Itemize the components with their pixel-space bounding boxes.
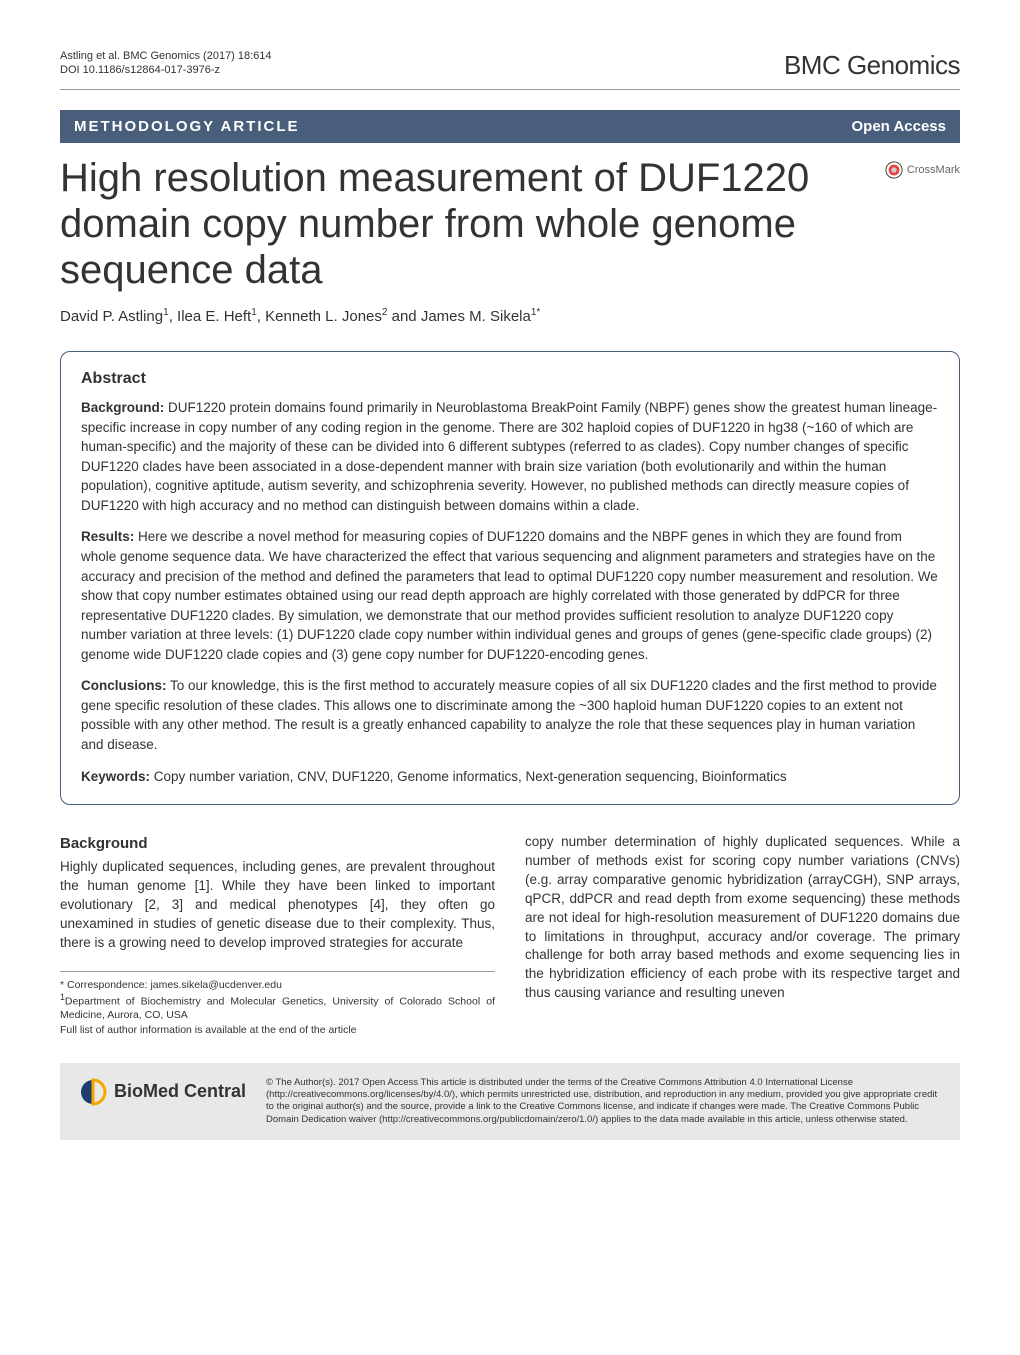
crossmark-icon — [885, 161, 903, 179]
bmc-icon — [78, 1077, 108, 1107]
paper-title: High resolution measurement of DUF1220 d… — [60, 155, 875, 293]
body-column-left: Background Highly duplicated sequences, … — [60, 833, 495, 1037]
abstract-keywords: Keywords: Copy number variation, CNV, DU… — [81, 767, 939, 787]
article-type: METHODOLOGY ARTICLE — [74, 118, 300, 135]
body-column-right: copy number determination of highly dupl… — [525, 833, 960, 1037]
crossmark-label: CrossMark — [907, 164, 960, 176]
abstract-conclusions-label: Conclusions: — [81, 678, 167, 693]
correspondence-affiliation: 1Department of Biochemistry and Molecula… — [60, 992, 495, 1023]
abstract-keywords-label: Keywords: — [81, 769, 150, 784]
abstract-results: Results: Here we describe a novel method… — [81, 527, 939, 664]
abstract-background: Background: DUF1220 protein domains foun… — [81, 398, 939, 515]
body-text-right: copy number determination of highly dupl… — [525, 833, 960, 1003]
article-type-bar: METHODOLOGY ARTICLE Open Access — [60, 110, 960, 143]
journal-name: BMC Genomics — [784, 50, 960, 81]
footer: BioMed Central © The Author(s). 2017 Ope… — [60, 1063, 960, 1140]
correspondence-note: Full list of author information is avail… — [60, 1023, 495, 1037]
background-heading: Background — [60, 833, 495, 854]
abstract-conclusions: Conclusions: To our knowledge, this is t… — [81, 676, 939, 754]
abstract-box: Abstract Background: DUF1220 protein dom… — [60, 351, 960, 805]
correspondence-block: * Correspondence: james.sikela@ucdenver.… — [60, 971, 495, 1037]
abstract-conclusions-text: To our knowledge, this is the first meth… — [81, 678, 937, 752]
abstract-background-text: DUF1220 protein domains found primarily … — [81, 400, 937, 513]
abstract-heading: Abstract — [81, 370, 939, 388]
abstract-results-label: Results: — [81, 529, 134, 544]
correspondence-email: * Correspondence: james.sikela@ucdenver.… — [60, 978, 495, 992]
body-text-left: Highly duplicated sequences, including g… — [60, 858, 495, 952]
citation: Astling et al. BMC Genomics (2017) 18:61… — [60, 50, 272, 62]
open-access-label: Open Access — [852, 118, 947, 135]
biomed-central-logo: BioMed Central — [78, 1077, 246, 1107]
bmc-logo-text: BioMed Central — [114, 1081, 246, 1102]
abstract-keywords-text: Copy number variation, CNV, DUF1220, Gen… — [150, 769, 787, 784]
authors: David P. Astling1, Ilea E. Heft1, Kennet… — [60, 307, 960, 325]
abstract-results-text: Here we describe a novel method for meas… — [81, 529, 938, 661]
crossmark-badge[interactable]: CrossMark — [885, 161, 960, 179]
body-columns: Background Highly duplicated sequences, … — [60, 833, 960, 1037]
abstract-background-label: Background: — [81, 400, 164, 415]
license-text: © The Author(s). 2017 Open Access This a… — [266, 1077, 942, 1126]
doi: DOI 10.1186/s12864-017-3976-z — [60, 64, 272, 76]
